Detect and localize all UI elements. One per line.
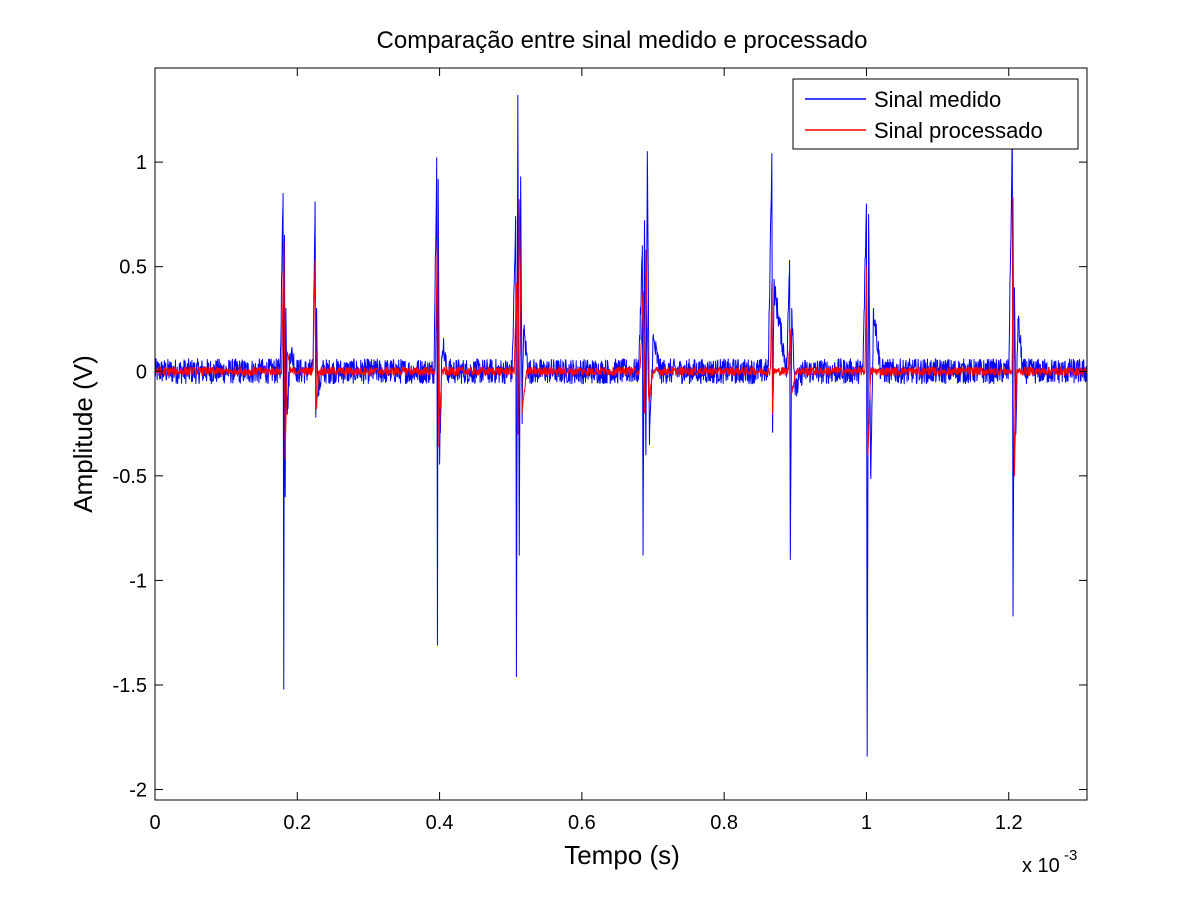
x-axis-multiplier: x 10 -3 xyxy=(1022,847,1077,877)
x-tick-label: 0 xyxy=(149,812,160,834)
x-tick-label: 1 xyxy=(861,812,872,834)
x-tick-label: 0.2 xyxy=(283,812,311,834)
y-tick-label: 0 xyxy=(136,361,147,383)
legend-box xyxy=(792,78,1079,150)
x-multiplier-exponent: -3 xyxy=(1064,847,1077,864)
y-tick-label: -0.5 xyxy=(113,466,147,488)
x-tick-label: 1.2 xyxy=(995,812,1023,834)
x-tick-label: 0.4 xyxy=(426,812,454,834)
x-axis: 0 0.2 0.4 0.6 0.8 1 1.2 xyxy=(149,68,1023,834)
plot-background xyxy=(155,68,1087,800)
chart-title: Comparação entre sinal medido e processa… xyxy=(377,27,868,54)
y-tick-label: 1 xyxy=(136,152,147,174)
legend-label-sinal-medido: Sinal medido xyxy=(874,87,1001,112)
x-multiplier-base: x 10 xyxy=(1022,855,1060,877)
y-tick-label: -2 xyxy=(129,780,147,802)
x-axis-label: Tempo (s) xyxy=(564,840,680,870)
y-tick-label: -1 xyxy=(129,570,147,592)
legend: Sinal medido Sinal processado xyxy=(792,78,1079,150)
x-tick-label: 0.6 xyxy=(568,812,596,834)
x-tick-label: 0.8 xyxy=(710,812,738,834)
y-axis-label: Amplitude (V) xyxy=(68,355,98,513)
plot-frame xyxy=(154,67,1088,801)
y-tick-label: -1.5 xyxy=(113,675,147,697)
y-axis: 1 0.5 0 -0.5 -1 -1.5 -2 xyxy=(113,152,1087,802)
series-layer xyxy=(154,94,1088,757)
legend-label-sinal-processado: Sinal processado xyxy=(874,118,1043,143)
plot-area xyxy=(154,67,1088,801)
series-line-sinal-processado xyxy=(154,197,1088,477)
y-tick-label: 0.5 xyxy=(119,257,147,279)
